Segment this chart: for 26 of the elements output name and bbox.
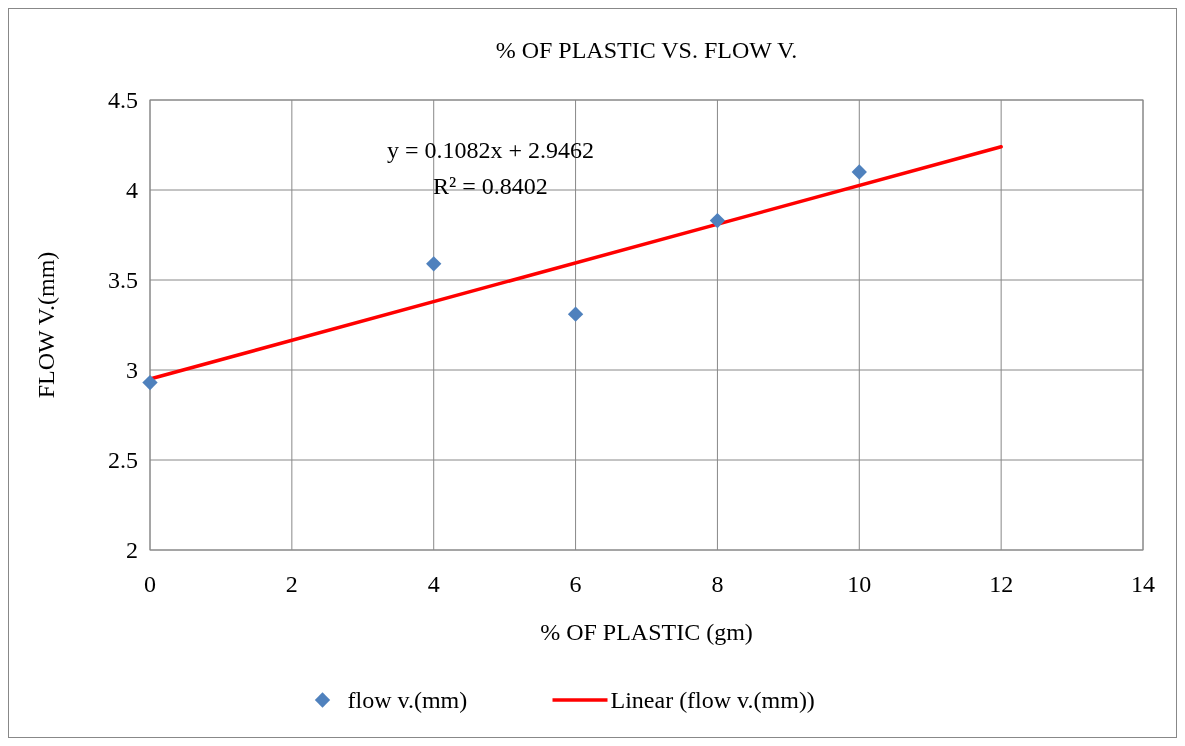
x-tick-label: 4 — [427, 571, 440, 597]
point — [142, 374, 158, 391]
y-tick-label: 2 — [126, 537, 138, 563]
annotation: R² = 0.8402 — [433, 173, 548, 199]
legend-label: Linear (flow v.(mm)) — [610, 687, 815, 713]
y-tick-label: 2.5 — [108, 447, 138, 473]
x-tick-label: 10 — [847, 571, 872, 597]
legend-label: flow v.(mm) — [347, 687, 468, 713]
x-tick-label: 0 — [144, 571, 156, 597]
chart-title: % OF PLASTIC VS. FLOW V. — [495, 37, 798, 63]
x-tick-label: 6 — [569, 571, 582, 597]
x-tick-label: 12 — [989, 571, 1014, 597]
point — [851, 164, 867, 180]
point — [567, 306, 584, 322]
y-tick-label: 4 — [126, 177, 138, 203]
x-axis-title: % OF PLASTIC (gm) — [540, 619, 753, 645]
y-tick-label: 4.5 — [108, 87, 138, 113]
annotation: y = 0.1082x + 2.9462 — [386, 137, 594, 163]
x-tick-label: 8 — [711, 571, 724, 597]
y-tick-label: 3.5 — [108, 267, 138, 293]
y-tick-label: 3 — [126, 357, 138, 383]
x-tick-label: 2 — [285, 571, 298, 597]
point — [709, 212, 726, 229]
point — [426, 256, 442, 272]
y-axis-title: FLOW V.(mm) — [33, 251, 59, 399]
x-tick-label: 14 — [1131, 571, 1155, 597]
